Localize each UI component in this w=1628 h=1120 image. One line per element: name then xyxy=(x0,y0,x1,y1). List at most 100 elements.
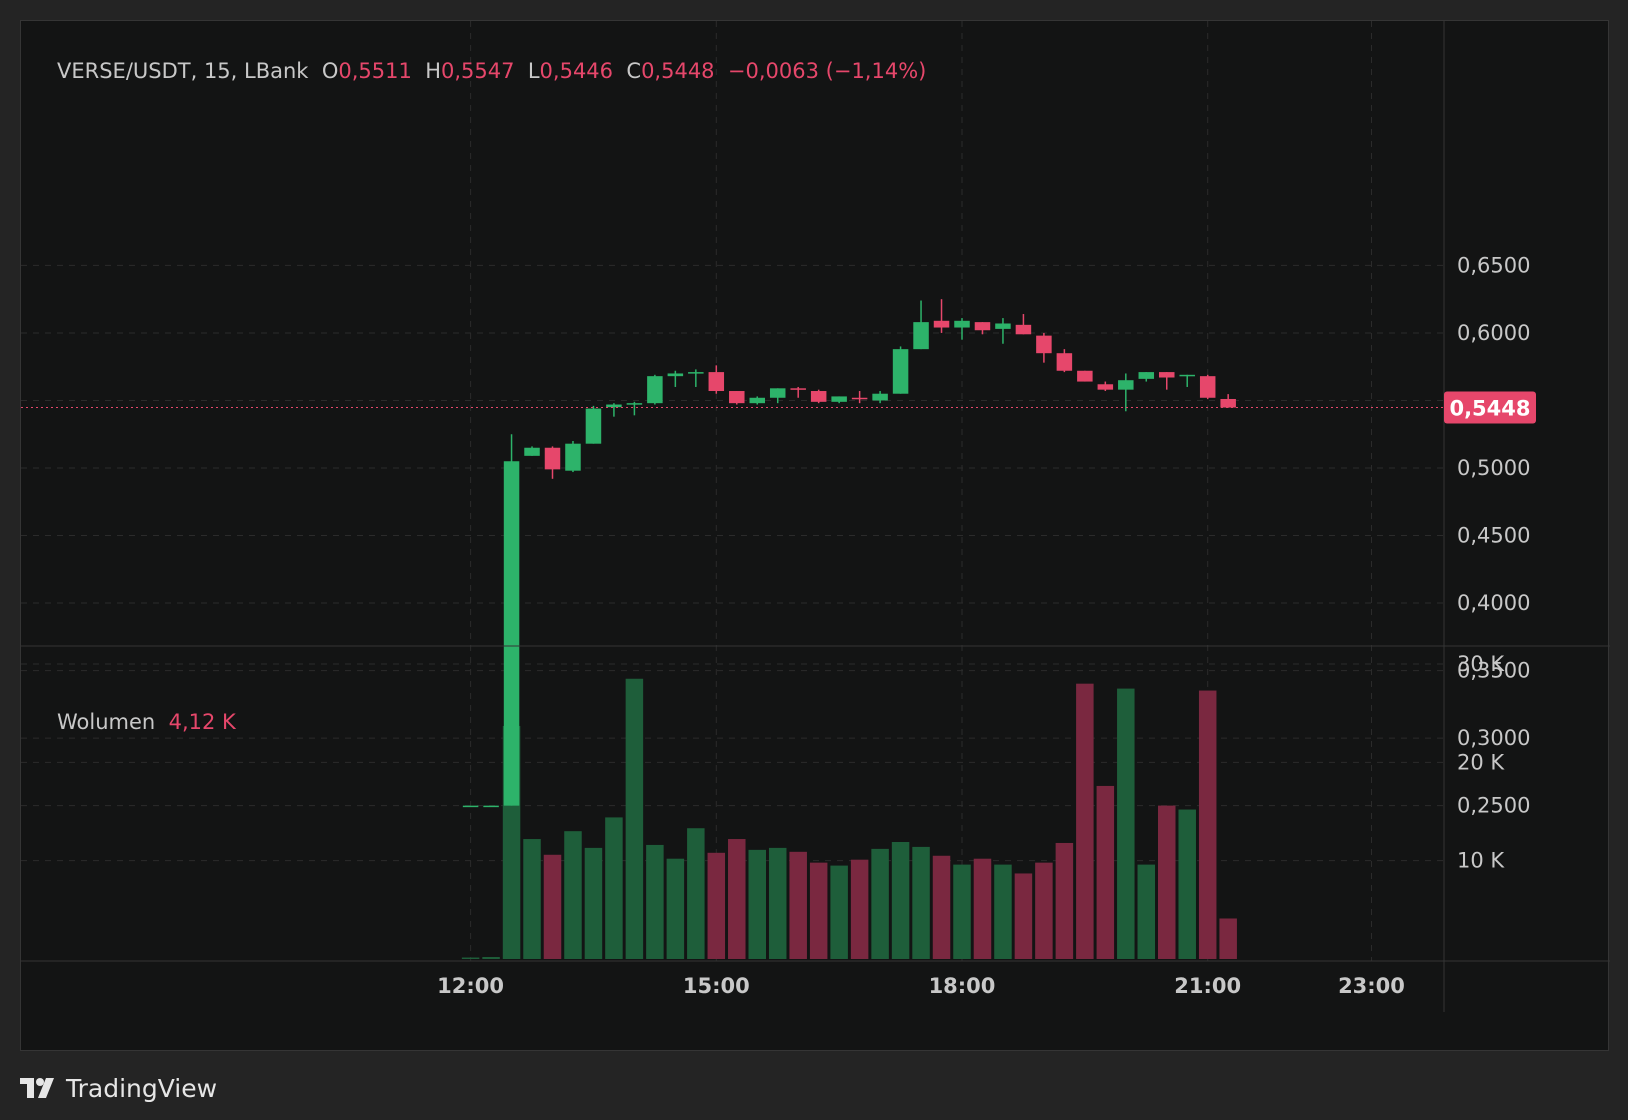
price-tick-label: 0,4500 xyxy=(1457,524,1530,548)
volume-bars xyxy=(461,678,1237,959)
volume-bar xyxy=(973,858,992,959)
volume-bar xyxy=(564,831,582,959)
volume-bar xyxy=(912,846,930,959)
candle-body xyxy=(1036,335,1052,354)
time-axis[interactable]: 12:00 15:00 18:00 21:00 23:00 xyxy=(437,974,1405,998)
candle-body xyxy=(1159,372,1175,378)
open-label: O xyxy=(321,59,339,83)
candle-body xyxy=(544,447,561,470)
price-tick-label: 0,5000 xyxy=(1457,456,1530,480)
volume-bar xyxy=(728,839,746,959)
tradingview-logo[interactable]: TradingView xyxy=(20,1070,217,1106)
volume-bar xyxy=(482,957,500,959)
change-value: −0,0063 (−1,14%) xyxy=(727,59,927,83)
grid-lines xyxy=(21,21,1444,961)
volume-bar xyxy=(646,844,664,959)
candle-body xyxy=(462,805,479,808)
candle-body xyxy=(1056,353,1073,371)
time-tick-label: 12:00 xyxy=(437,974,504,998)
volume-bar xyxy=(1055,842,1074,959)
volume-bar xyxy=(1014,873,1033,959)
tradingview-logo-icon xyxy=(20,1078,54,1098)
volume-bar xyxy=(871,848,889,959)
low-value: 0,5446 xyxy=(539,59,614,83)
candle-body xyxy=(790,388,806,390)
symbol-label[interactable]: VERSE/USDT, 15, LBank xyxy=(57,59,309,83)
price-tick-label: 0,2500 xyxy=(1457,794,1530,818)
candle-body xyxy=(585,408,602,444)
candle-body xyxy=(851,397,868,400)
price-tick-label: 0,6500 xyxy=(1457,253,1530,277)
volume-bar xyxy=(687,828,705,959)
price-axis[interactable]: 0,65000,60000,55000,50000,45000,40000,35… xyxy=(1457,253,1530,817)
candle-body xyxy=(954,320,970,328)
price-tick-label: 0,6000 xyxy=(1457,321,1530,345)
volume-bar xyxy=(830,865,848,959)
volume-axis[interactable]: 30 K 20 K 10 K xyxy=(1457,652,1505,873)
volume-label[interactable]: Wolumen xyxy=(57,710,156,734)
volume-bar xyxy=(748,849,766,959)
volume-bar xyxy=(1198,690,1217,959)
volume-bar xyxy=(523,839,541,959)
time-tick-label: 18:00 xyxy=(929,974,996,998)
time-tick-label: 21:00 xyxy=(1174,974,1241,998)
candle-body xyxy=(647,376,663,404)
volume-tick-label: 20 K xyxy=(1457,750,1505,774)
price-tick-label: 0,3000 xyxy=(1457,726,1530,750)
volume-bar xyxy=(1076,683,1094,959)
price-legend: VERSE/USDT, 15, LBank O0,5511 H0,5547 L0… xyxy=(57,59,926,83)
volume-value: 4,12 K xyxy=(168,710,236,734)
volume-bar xyxy=(707,852,726,959)
candle-body xyxy=(1077,370,1093,382)
low-label: L xyxy=(527,59,540,83)
tradingview-logo-text: TradingView xyxy=(66,1073,218,1103)
candlesticks xyxy=(462,299,1236,808)
volume-bar xyxy=(789,851,807,959)
volume-bar xyxy=(1137,864,1156,959)
volume-bar xyxy=(543,854,562,959)
volume-bar xyxy=(953,864,971,959)
last-price-label: 0,5448 xyxy=(1449,396,1530,420)
time-tick-label: 15:00 xyxy=(683,974,750,998)
volume-bar xyxy=(1158,805,1176,959)
last-price-marker: 0,5448 xyxy=(21,391,1536,424)
close-value: 0,5448 xyxy=(641,59,715,83)
volume-tick-label: 10 K xyxy=(1457,849,1505,873)
candle-body xyxy=(769,388,786,398)
volume-bar xyxy=(584,847,603,959)
volume-bar xyxy=(891,841,910,959)
chart-container[interactable]: 0,65000,60000,55000,50000,45000,40000,35… xyxy=(20,20,1610,1052)
close-label: C xyxy=(626,59,642,83)
candle-body xyxy=(892,349,909,394)
candle-body xyxy=(565,443,581,471)
candle-body xyxy=(729,391,745,404)
volume-bar xyxy=(1117,688,1135,959)
candle-body xyxy=(913,322,929,350)
volume-bar xyxy=(809,862,828,959)
candle-body xyxy=(688,372,704,374)
volume-bar xyxy=(768,847,787,959)
candle-body xyxy=(974,322,991,331)
candle-body xyxy=(1179,374,1195,377)
volume-bar xyxy=(625,678,644,959)
volume-bar xyxy=(994,864,1012,959)
volume-bar xyxy=(932,855,951,959)
candle-body xyxy=(1138,372,1155,379)
candle-body xyxy=(831,396,847,402)
volume-bar xyxy=(1035,862,1053,959)
candle-body xyxy=(483,805,499,808)
high-label: H xyxy=(425,59,441,83)
volume-legend: Wolumen 4,12 K xyxy=(57,710,236,734)
volume-bar xyxy=(1219,918,1237,959)
candle-body xyxy=(524,447,540,456)
candle-body xyxy=(1015,324,1032,335)
volume-bar xyxy=(850,859,869,959)
candle-body xyxy=(933,320,950,328)
candle-body xyxy=(1220,398,1236,408)
chart-canvas[interactable]: 0,65000,60000,55000,50000,45000,40000,35… xyxy=(21,21,1610,1052)
candle-body xyxy=(1199,376,1216,398)
volume-bar xyxy=(1096,785,1115,959)
candle-body xyxy=(503,461,520,806)
candle-body xyxy=(626,403,643,405)
candle-body xyxy=(1097,384,1114,390)
